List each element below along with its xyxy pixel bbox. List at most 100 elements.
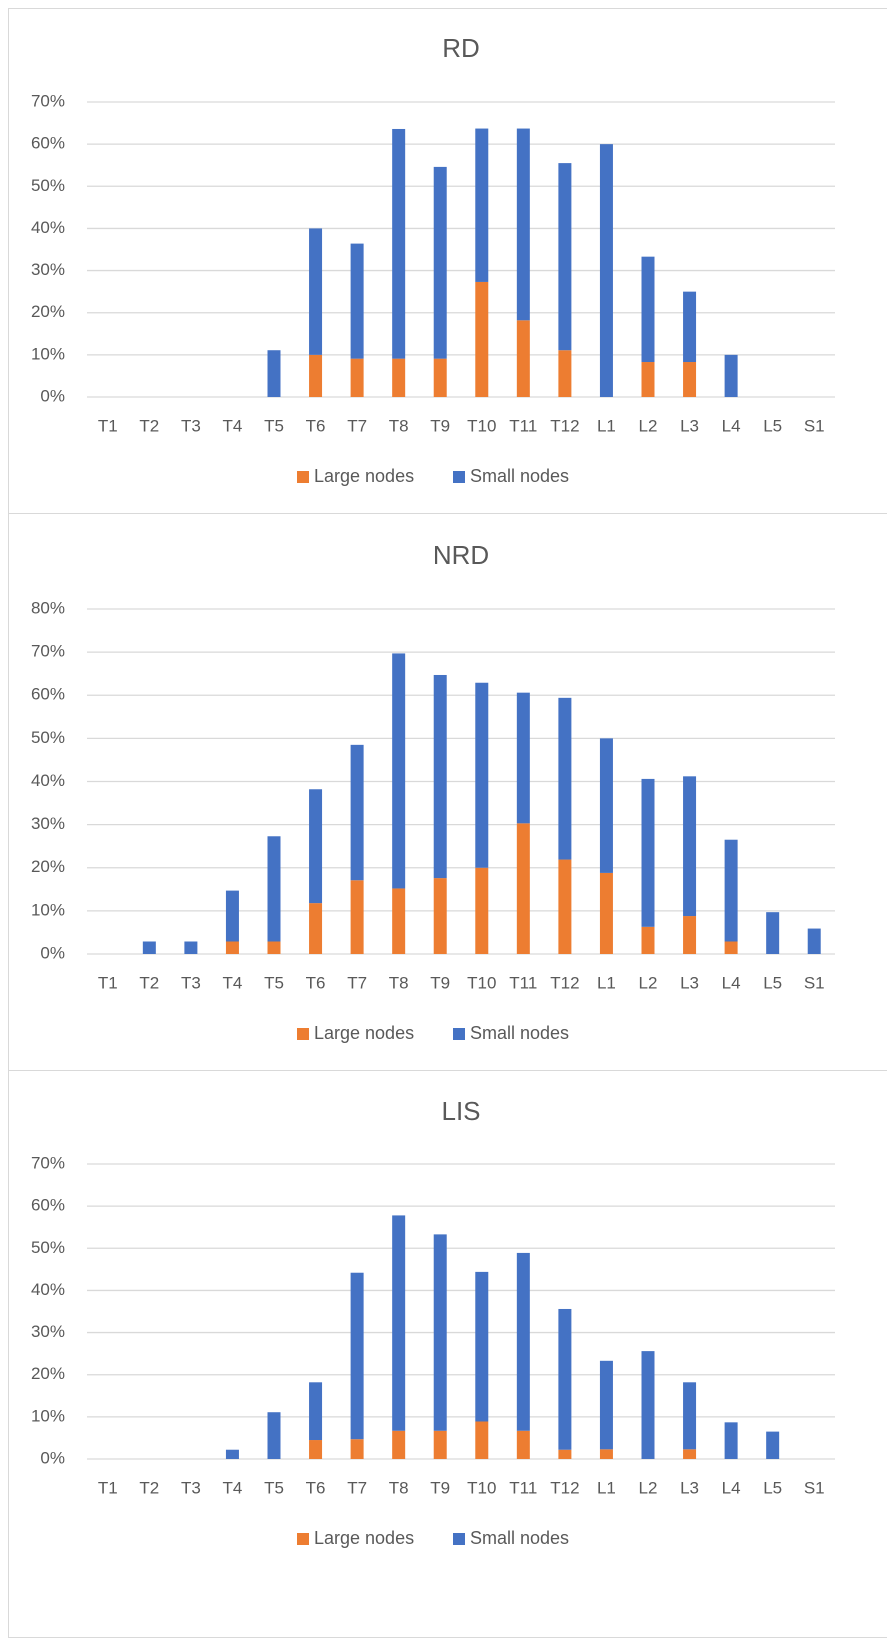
y-tick-label: 50% [31, 1238, 65, 1257]
x-tick-label: T9 [430, 416, 450, 435]
bar-segment [683, 1382, 697, 1450]
bar-segment [433, 166, 447, 359]
bar-segment [683, 1449, 697, 1459]
bar-segment [641, 778, 655, 927]
bar-segment [766, 1431, 780, 1459]
x-tick-label: T7 [347, 973, 367, 992]
bar-segment [516, 823, 530, 954]
x-tick-label: T10 [467, 973, 496, 992]
legend-label: Large nodes [314, 1528, 414, 1548]
bar-segment [309, 354, 323, 397]
x-tick-label: T12 [550, 973, 579, 992]
x-tick-label: T9 [430, 1478, 450, 1497]
bar-segment [350, 1272, 364, 1440]
y-tick-label: 40% [31, 771, 65, 790]
x-tick-label: T8 [389, 416, 409, 435]
x-tick-label: L1 [597, 1478, 616, 1497]
bar-segment [309, 789, 323, 904]
x-tick-label: T3 [181, 1478, 201, 1497]
bar-segment [309, 1440, 323, 1459]
x-tick-label: L3 [680, 973, 699, 992]
y-tick-label: 30% [31, 1322, 65, 1341]
chart-title: RD [442, 33, 480, 63]
bar-segment [475, 1271, 489, 1422]
x-tick-label: T7 [347, 416, 367, 435]
bar-segment [225, 1449, 239, 1459]
bar-segment [724, 941, 738, 954]
bar-segment [599, 1360, 613, 1450]
bar-segment [641, 256, 655, 363]
bar-segment [350, 243, 364, 359]
x-tick-label: L3 [680, 1478, 699, 1497]
bar-segment [724, 839, 738, 942]
x-tick-label: L2 [639, 1478, 658, 1497]
bar-segment [807, 928, 821, 954]
y-tick-label: 10% [31, 900, 65, 919]
y-tick-label: 70% [31, 1153, 65, 1172]
x-tick-label: T8 [389, 973, 409, 992]
x-tick-label: S1 [804, 973, 825, 992]
y-tick-label: 50% [31, 176, 65, 195]
x-tick-label: T11 [509, 1478, 537, 1497]
x-tick-label: T12 [550, 1478, 579, 1497]
x-tick-label: T11 [509, 416, 537, 435]
x-tick-label: S1 [804, 416, 825, 435]
legend-label: Small nodes [470, 1528, 569, 1548]
bar-segment [516, 1430, 530, 1459]
y-tick-label: 20% [31, 857, 65, 876]
x-tick-label: L4 [722, 973, 741, 992]
bar-segment [558, 350, 572, 397]
bar-segment [558, 1449, 572, 1459]
bar-segment [267, 350, 281, 397]
bar-segment [683, 776, 697, 917]
panel [8, 8, 887, 514]
bar-segment [475, 867, 489, 954]
x-tick-label: T6 [306, 1478, 326, 1497]
y-tick-label: 0% [40, 943, 65, 962]
x-tick-label: T1 [98, 973, 118, 992]
bar-segment [433, 358, 447, 397]
x-tick-label: S1 [804, 1478, 825, 1497]
bar-segment [766, 912, 780, 954]
x-tick-label: T12 [550, 416, 579, 435]
bar-segment [475, 128, 489, 282]
x-tick-label: L3 [680, 416, 699, 435]
y-tick-label: 30% [31, 260, 65, 279]
x-tick-label: T3 [181, 973, 201, 992]
y-tick-label: 10% [31, 1406, 65, 1425]
bar-segment [433, 674, 447, 879]
bar-segment [683, 362, 697, 397]
bar-segment [309, 228, 323, 355]
x-tick-label: L4 [722, 1478, 741, 1497]
y-tick-label: 60% [31, 134, 65, 153]
legend-swatch [297, 1028, 309, 1040]
y-tick-label: 60% [31, 685, 65, 704]
bar-segment [392, 1430, 406, 1459]
legend-swatch [453, 1028, 465, 1040]
bar-segment [724, 1422, 738, 1459]
bar-segment [599, 872, 613, 954]
bar-segment [184, 941, 198, 954]
x-tick-label: T4 [223, 973, 243, 992]
legend-label: Small nodes [470, 466, 569, 486]
bar-segment [267, 836, 281, 942]
bar-segment [516, 320, 530, 397]
bar-segment [516, 692, 530, 824]
bar-segment [558, 697, 572, 860]
y-tick-label: 60% [31, 1196, 65, 1215]
bar-segment [599, 1449, 613, 1459]
x-tick-label: L2 [639, 973, 658, 992]
legend-swatch [453, 1533, 465, 1545]
bar-segment [641, 362, 655, 397]
x-tick-label: T10 [467, 1478, 496, 1497]
x-tick-label: T7 [347, 1478, 367, 1497]
bar-segment [475, 682, 489, 868]
bar-segment [599, 144, 613, 397]
legend-label: Large nodes [314, 1023, 414, 1043]
bar-segment [683, 916, 697, 954]
x-tick-label: T1 [98, 1478, 118, 1497]
bar-segment [392, 1215, 406, 1431]
bar-segment [724, 354, 738, 397]
bar-segment [433, 1234, 447, 1431]
